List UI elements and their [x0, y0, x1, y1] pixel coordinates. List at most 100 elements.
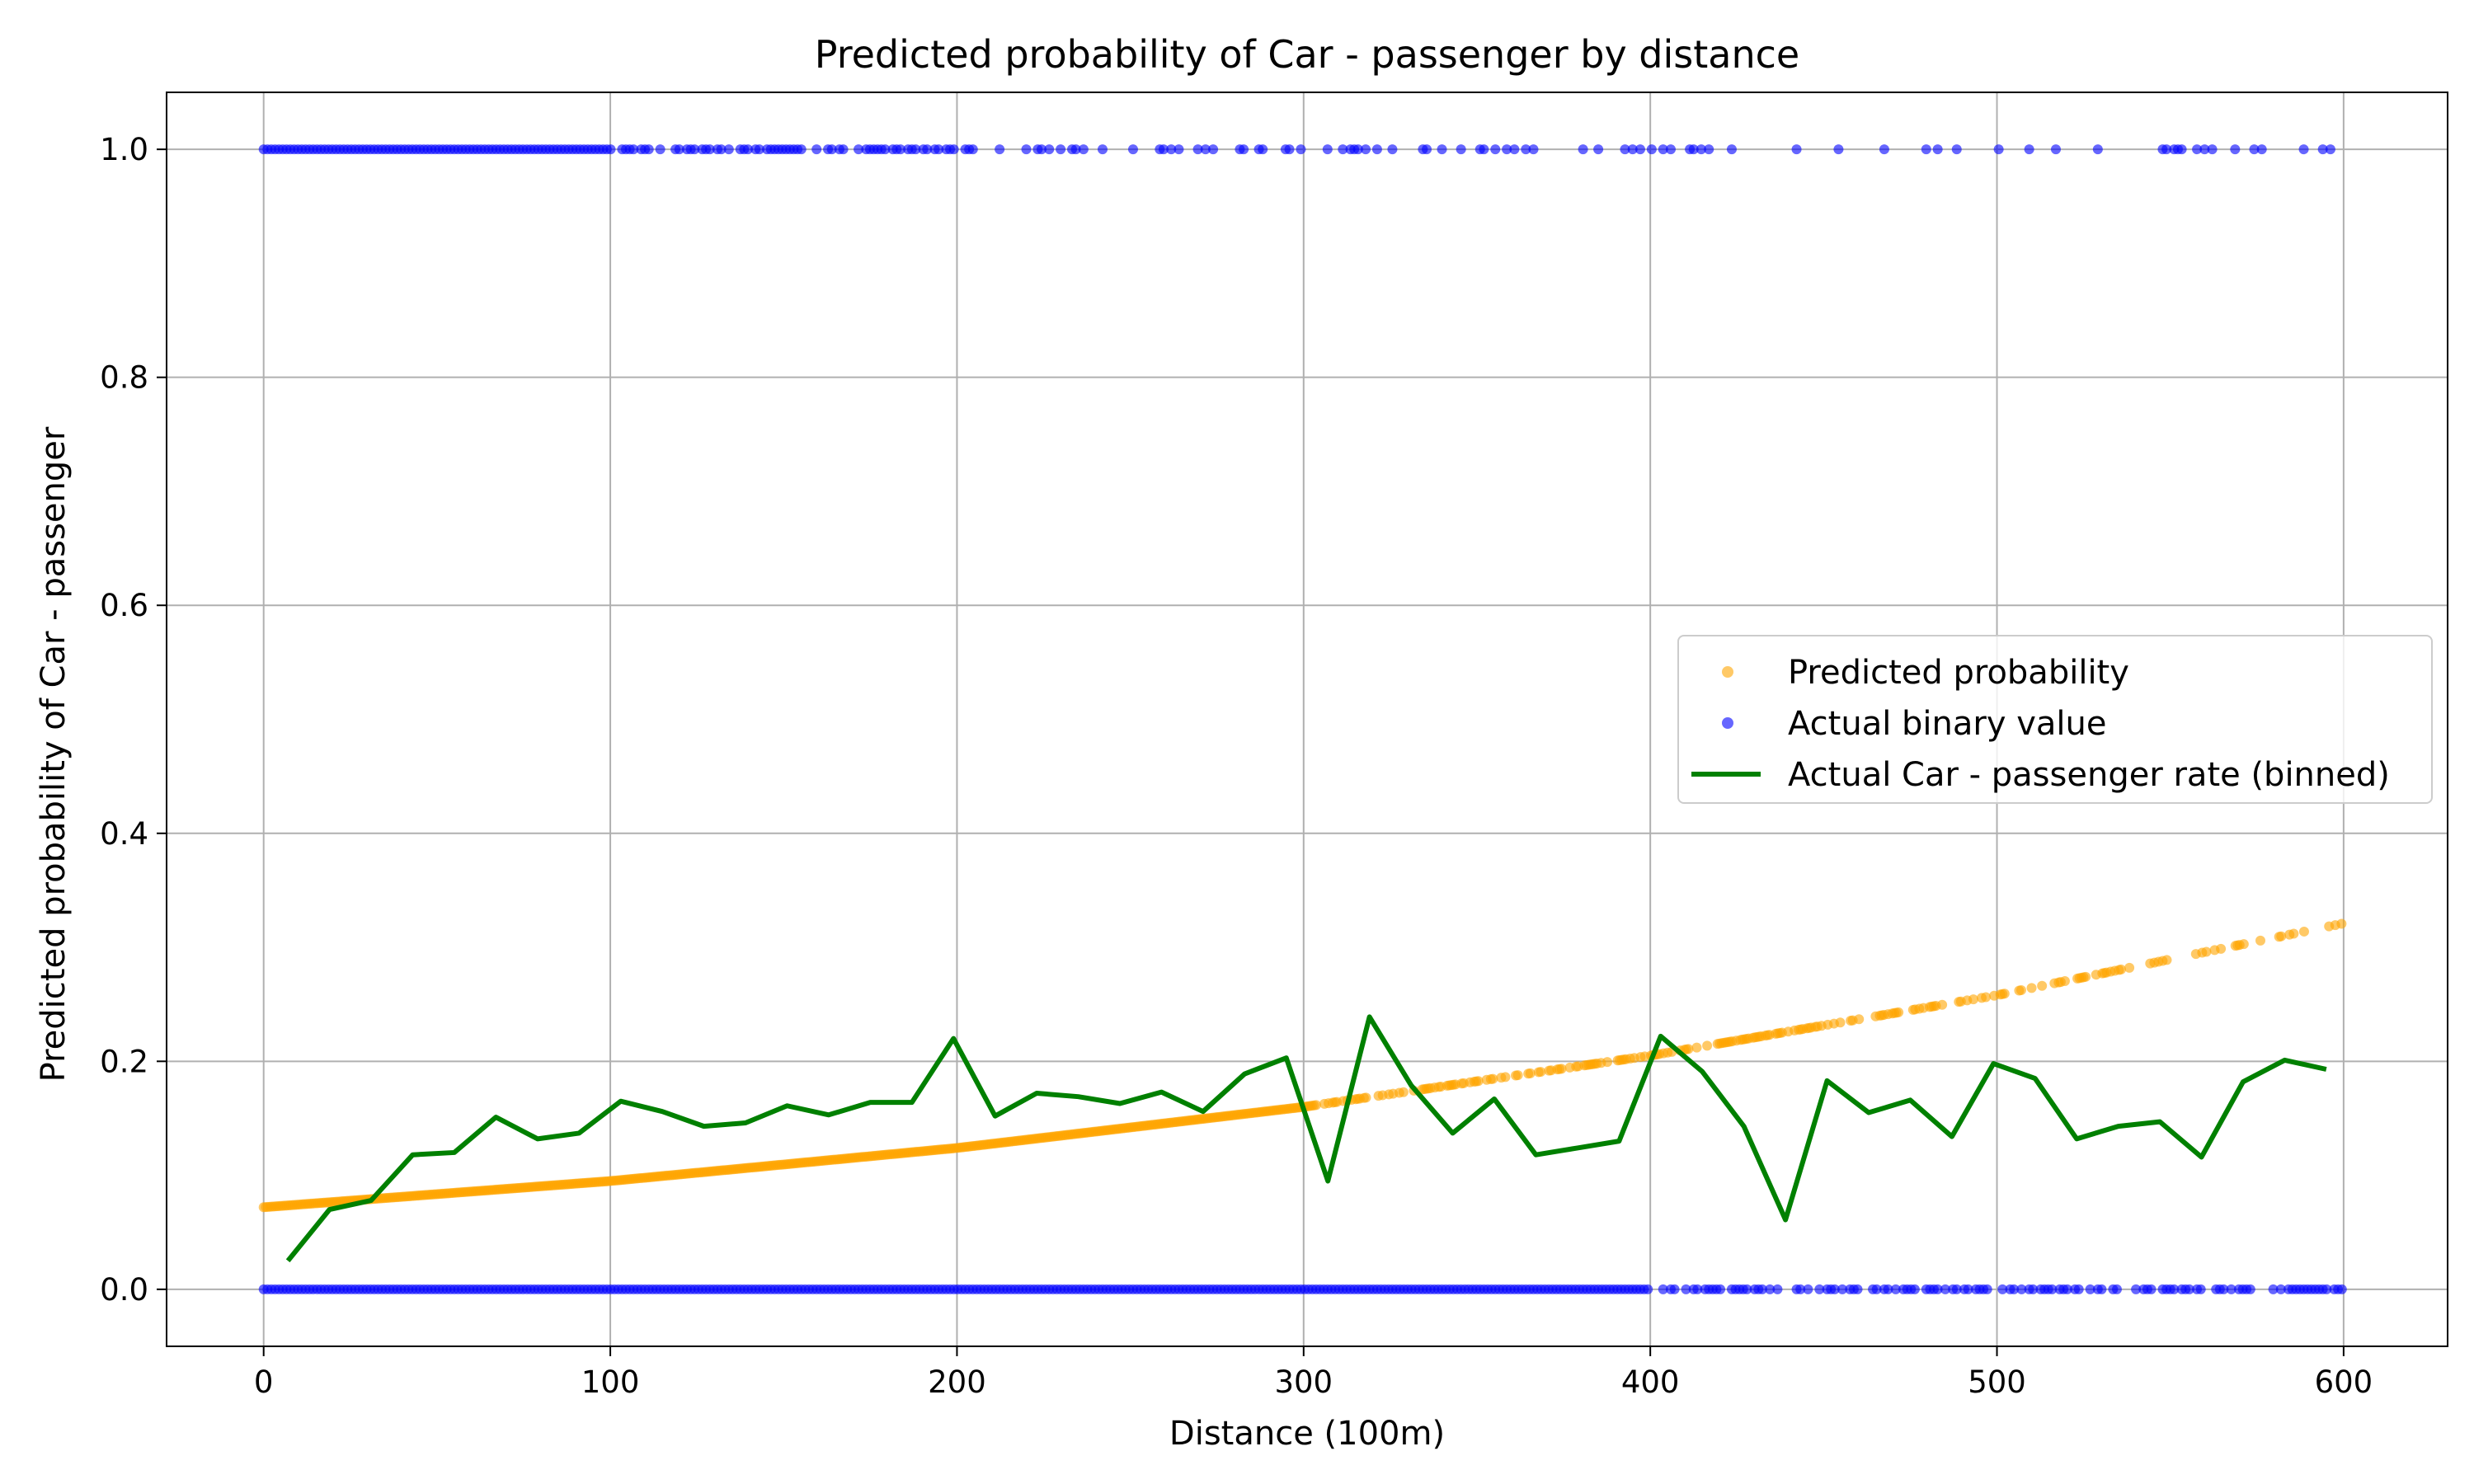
y-tick-label: 0.0 [100, 1272, 148, 1308]
predicted-probability-point [1500, 1072, 1511, 1082]
actual-binary-point [605, 144, 616, 155]
actual-binary-point [1037, 144, 1047, 155]
predicted-probability-point [2276, 931, 2287, 942]
actual-binary-point [1696, 144, 1706, 155]
actual-binary-point [1422, 144, 1432, 155]
actual-binary-point [1833, 144, 1844, 155]
actual-binary-point [2298, 144, 2309, 155]
actual-binary-point [2256, 144, 2267, 155]
actual-binary-point [2024, 144, 2034, 155]
actual-binary-point [2325, 144, 2335, 155]
plot-frame [166, 92, 2448, 1347]
actual-binary-point [1502, 144, 1512, 155]
actual-binary-point [1993, 144, 2004, 155]
actual-binary-point [689, 144, 700, 155]
actual-binary-point [1681, 1284, 1691, 1294]
y-tick-label: 1.0 [100, 132, 148, 167]
legend-label: Actual Car - passenger rate (binned) [1788, 756, 2390, 794]
actual-binary-point [2111, 1284, 2122, 1294]
actual-binary-point [643, 144, 654, 155]
predicted-probability-point [2059, 976, 2070, 987]
actual-binary-point [1593, 144, 1604, 155]
actual-binary-point [2096, 1284, 2107, 1294]
actual-binary-point [2161, 144, 2172, 155]
actual-binary-point [2085, 1284, 2095, 1294]
predicted-probability-point [1893, 1007, 1904, 1017]
actual-binary-point [948, 144, 959, 155]
predicted-probability-point [1702, 1040, 1713, 1051]
actual-binary-point [1909, 1284, 1920, 1294]
actual-binary-point [1078, 144, 1089, 155]
actual-binary-point [967, 144, 978, 155]
actual-binary-point [742, 144, 753, 155]
actual-binary-point [1940, 1284, 1950, 1294]
actual-binary-point [1643, 1284, 1653, 1294]
legend-box [1677, 635, 2433, 804]
predicted-probability-point [2026, 983, 2037, 993]
predicted-probability-point [2288, 928, 2299, 939]
x-tick-label: 400 [1621, 1364, 1680, 1400]
predicted-probability-point [1536, 1067, 1546, 1078]
actual-binary-point [1951, 1284, 1962, 1294]
actual-binary-point [1387, 144, 1398, 155]
actual-binary-point [1097, 144, 1108, 155]
actual-binary-point [826, 144, 837, 155]
actual-binary-point [1284, 144, 1295, 155]
actual-binary-point [1879, 144, 1889, 155]
predicted-probability-point [1602, 1057, 1613, 1068]
actual-binary-point [655, 144, 666, 155]
actual-binary-point [2317, 144, 2328, 155]
predicted-probability-point [2081, 971, 2091, 982]
actual-binary-point [2336, 1284, 2347, 1294]
actual-binary-point [704, 144, 715, 155]
actual-binary-point [1757, 1284, 1767, 1294]
y-tick-label: 0.2 [100, 1044, 148, 1079]
actual-binary-point [1772, 1284, 1783, 1294]
predicted-probability-point [2216, 943, 2227, 954]
predicted-probability-point [2124, 962, 2135, 973]
actual-binary-point [723, 144, 734, 155]
actual-binary-point [1814, 1284, 1825, 1294]
actual-binary-point [2009, 1284, 2020, 1294]
actual-binary-point [1634, 144, 1645, 155]
actual-binary-point [628, 144, 639, 155]
actual-binary-point [1963, 1284, 1973, 1294]
predicted-probability-point [2116, 964, 2127, 974]
actual-binary-point [2226, 1284, 2236, 1294]
actual-binary-point [2321, 1284, 2332, 1294]
predicted-probability-point [2336, 918, 2347, 929]
predicted-probability-point [2238, 939, 2249, 950]
actual-binary-point [1192, 144, 1203, 155]
actual-binary-point [1070, 144, 1081, 155]
actual-binary-point [1371, 144, 1382, 155]
actual-binary-point [2275, 1284, 2286, 1294]
actual-binary-point [1852, 1284, 1863, 1294]
binned-rate-line [285, 1014, 2327, 1263]
predicted-probability-point [2037, 980, 2048, 991]
actual-binary-point [674, 144, 684, 155]
actual-binary-point [1296, 144, 1306, 155]
actual-binary-point [2169, 1284, 2180, 1294]
actual-binary-point [1791, 144, 1802, 155]
actual-binary-point [1352, 144, 1363, 155]
actual-binary-point [1239, 144, 1249, 155]
actual-binary-point [2047, 1284, 2058, 1294]
predicted-probability-point [1999, 989, 2010, 999]
actual-binary-point [1021, 144, 1032, 155]
actual-binary-point [2028, 1284, 2039, 1294]
actual-binary-point [1056, 144, 1066, 155]
actual-binary-point [1890, 1284, 1901, 1294]
actual-binary-point [2016, 1284, 2027, 1294]
actual-binary-point [1521, 144, 1531, 155]
actual-binary-point [1490, 144, 1501, 155]
legend-marker-actual [1722, 717, 1733, 729]
predicted-probability-point [2201, 946, 2212, 957]
actual-binary-point [2092, 144, 2103, 155]
predicted-probability-point [1488, 1073, 1498, 1084]
actual-binary-point [2176, 144, 2187, 155]
actual-binary-point [1528, 144, 1539, 155]
predicted-probability-point [2161, 955, 2172, 965]
actual-binary-point [811, 144, 822, 155]
actual-binary-point [1174, 144, 1184, 155]
